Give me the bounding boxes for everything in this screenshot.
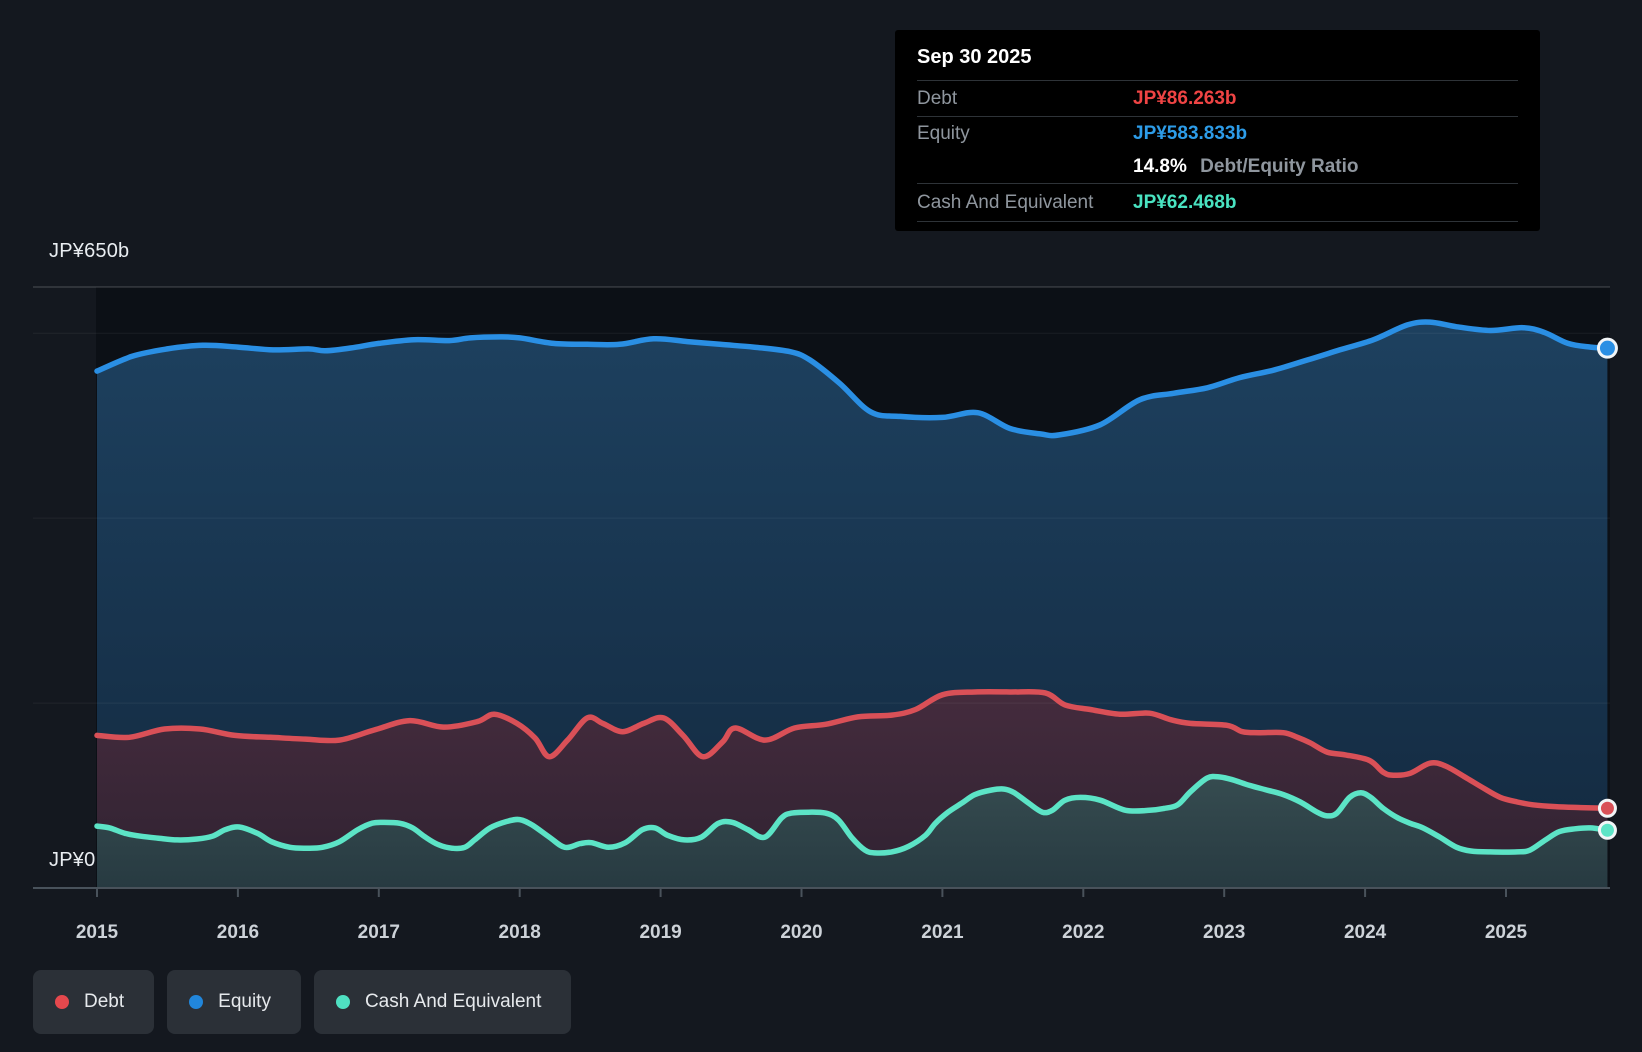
equity-endpoint-dot [1596,337,1618,359]
x-axis-label-2015: 2015 [75,922,119,943]
legend-item-cash[interactable]: Cash And Equivalent [313,970,572,1034]
cash-and-equivalent-area-fill [97,776,1608,888]
x-axis-label-2016: 2016 [216,922,260,943]
tooltip-equity-value: JP¥583.833b [1133,122,1248,144]
cash-and-equivalent-line [94,773,1611,856]
tooltip-row-equity: Equity JP¥583.833b [917,117,1518,150]
x-axis-label-2022: 2022 [1062,922,1105,943]
tooltip-debt-value: JP¥86.263b [1133,87,1237,109]
equity-line [94,319,1611,439]
tooltip-row-ratio: 14.8% Debt/Equity Ratio [917,150,1518,184]
legend-label-debt: Debt [84,991,125,1012]
x-axis-label-2025: 2025 [1484,922,1528,943]
tooltip-cash-value: JP¥62.468b [1133,191,1237,213]
debt-line [94,688,1611,811]
legend-label-cash: Cash And Equivalent [364,991,542,1012]
legend-label-equity: Equity [218,991,271,1012]
tooltip-equity-label: Equity [917,122,970,144]
y-axis-label-max: JP¥650b [49,240,130,262]
tooltip-date: Sep 30 2025 [917,30,1518,81]
chart-tooltip: Sep 30 2025 Debt JP¥86.263b Equity JP¥58… [895,30,1540,231]
tooltip-ratio-label: Debt/Equity Ratio [1200,155,1359,177]
debt-color-dot-icon [55,995,69,1009]
x-axis-label-2019: 2019 [639,922,682,943]
tooltip-debt-label: Debt [917,87,958,109]
x-axis-label-2018: 2018 [498,922,541,943]
equity-color-dot-icon [189,995,204,1009]
x-axis-label-2020: 2020 [780,922,823,943]
cash-and-equivalent-endpoint-dot [1597,820,1617,840]
tooltip-ratio-value: 14.8% [1133,155,1187,177]
tooltip-row-cash: Cash And Equivalent JP¥62.468b [917,184,1518,222]
x-axis-label-2024: 2024 [1343,922,1387,943]
debt-endpoint-dot [1597,798,1617,818]
x-axis-label-2023: 2023 [1203,922,1246,943]
y-axis-label-zero: JP¥0 [49,849,96,871]
x-axis-label-2021: 2021 [921,922,964,943]
legend-item-equity[interactable]: Equity [167,970,301,1034]
tooltip-ratio: 14.8% Debt/Equity Ratio [1133,156,1359,178]
legend-item-debt[interactable]: Debt [33,970,155,1034]
cash-color-dot-icon [335,995,350,1009]
tooltip-row-debt: Debt JP¥86.263b [917,81,1518,117]
x-axis-label-2017: 2017 [357,922,400,943]
chart-legend: Debt Equity Cash And Equivalent [33,970,572,1034]
tooltip-cash-label: Cash And Equivalent [917,191,1094,213]
